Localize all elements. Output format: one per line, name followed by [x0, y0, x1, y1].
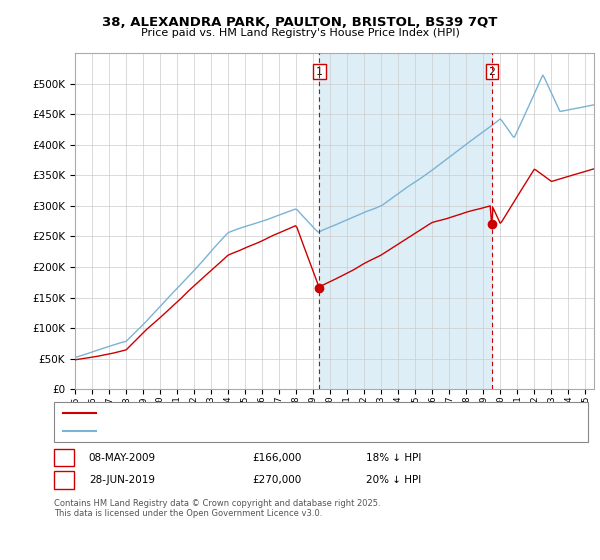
Text: Contains HM Land Registry data © Crown copyright and database right 2025.
This d: Contains HM Land Registry data © Crown c… — [54, 499, 380, 519]
Text: HPI: Average price, semi-detached house, Bath and North East Somerset: HPI: Average price, semi-detached house,… — [102, 427, 449, 436]
Text: £166,000: £166,000 — [252, 452, 301, 463]
Bar — [319, 53, 492, 389]
Text: 1: 1 — [316, 67, 323, 77]
Text: 20% ↓ HPI: 20% ↓ HPI — [366, 475, 421, 485]
Text: 1: 1 — [61, 452, 67, 463]
Text: Price paid vs. HM Land Registry's House Price Index (HPI): Price paid vs. HM Land Registry's House … — [140, 28, 460, 38]
Text: 38, ALEXANDRA PARK, PAULTON, BRISTOL, BS39 7QT: 38, ALEXANDRA PARK, PAULTON, BRISTOL, BS… — [103, 16, 497, 29]
Text: 18% ↓ HPI: 18% ↓ HPI — [366, 452, 421, 463]
Text: 38, ALEXANDRA PARK, PAULTON, BRISTOL, BS39 7QT (semi-detached house): 38, ALEXANDRA PARK, PAULTON, BRISTOL, BS… — [102, 408, 466, 417]
Text: 2: 2 — [61, 475, 67, 485]
Text: 28-JUN-2019: 28-JUN-2019 — [89, 475, 155, 485]
Text: 2: 2 — [488, 67, 495, 77]
Text: 08-MAY-2009: 08-MAY-2009 — [89, 452, 156, 463]
Text: £270,000: £270,000 — [252, 475, 301, 485]
